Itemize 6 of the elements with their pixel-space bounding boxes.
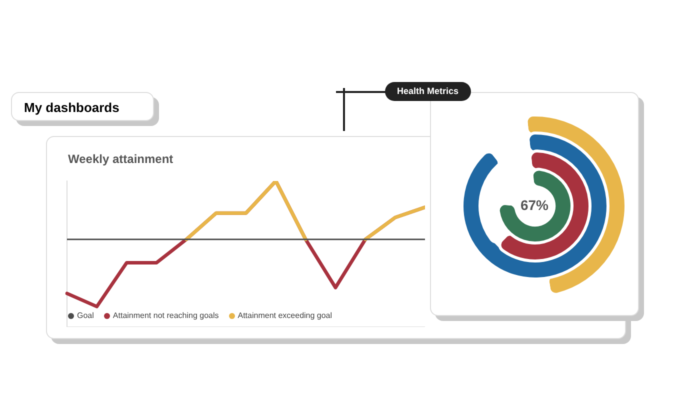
legend-label: Goal: [76, 311, 94, 320]
legend-label: Attainment exceeding goal: [236, 311, 332, 320]
legend-label: Attainment not reaching goals: [112, 311, 219, 320]
chart-title: Weekly attainment: [68, 152, 174, 166]
text: Health Metrics: [385, 82, 471, 101]
text: My dashboards: [11, 92, 154, 121]
